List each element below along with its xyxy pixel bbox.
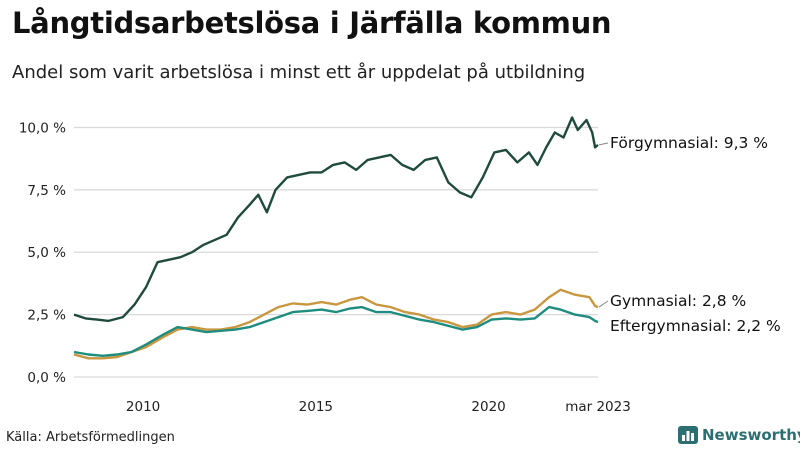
bar-chart-icon xyxy=(678,426,698,444)
y-tick-label: 0,0 % xyxy=(27,370,66,386)
series-line-förgymnasial xyxy=(73,116,599,323)
source-note: Källa: Arbetsförmedlingen xyxy=(6,430,175,445)
x-axis-tick-labels: 2010 2015 2020 mar 2023 xyxy=(126,399,631,415)
x-tick-label: 2010 xyxy=(126,399,160,415)
series-line-eftergymnasial xyxy=(73,305,599,357)
x-tick-label: 2015 xyxy=(299,399,333,415)
series-lines xyxy=(73,116,599,360)
series-end-label: Eftergymnasial: 2,2 % xyxy=(610,317,781,335)
x-tick-label: mar 2023 xyxy=(565,399,631,415)
logo-text: Newsworthy xyxy=(702,426,800,444)
chart-title: Långtidsarbetslösa i Järfälla kommun xyxy=(12,6,612,40)
series-end-label: Förgymnasial: 9,3 % xyxy=(610,134,768,152)
series-end-labels: Förgymnasial: 9,3 % Gymnasial: 2,8 % Efter… xyxy=(598,134,781,335)
series-line-gymnasial xyxy=(73,288,599,360)
gridlines xyxy=(74,126,598,378)
y-axis-tick-labels: 0,0 % 2,5 % 5,0 % 7,5 % 10,0 % xyxy=(19,120,66,386)
y-tick-label: 10,0 % xyxy=(19,120,66,136)
newsworthy-logo: Newsworthy xyxy=(678,426,800,444)
label-connector xyxy=(598,300,609,308)
chart-subtitle: Andel som varit arbetslösa i minst ett å… xyxy=(12,62,586,83)
x-tick-label: 2020 xyxy=(471,399,505,415)
y-tick-label: 5,0 % xyxy=(27,245,66,261)
label-connector xyxy=(598,142,609,146)
series-end-label: Gymnasial: 2,8 % xyxy=(610,292,746,310)
y-tick-label: 2,5 % xyxy=(27,308,66,324)
y-tick-label: 7,5 % xyxy=(27,183,66,199)
